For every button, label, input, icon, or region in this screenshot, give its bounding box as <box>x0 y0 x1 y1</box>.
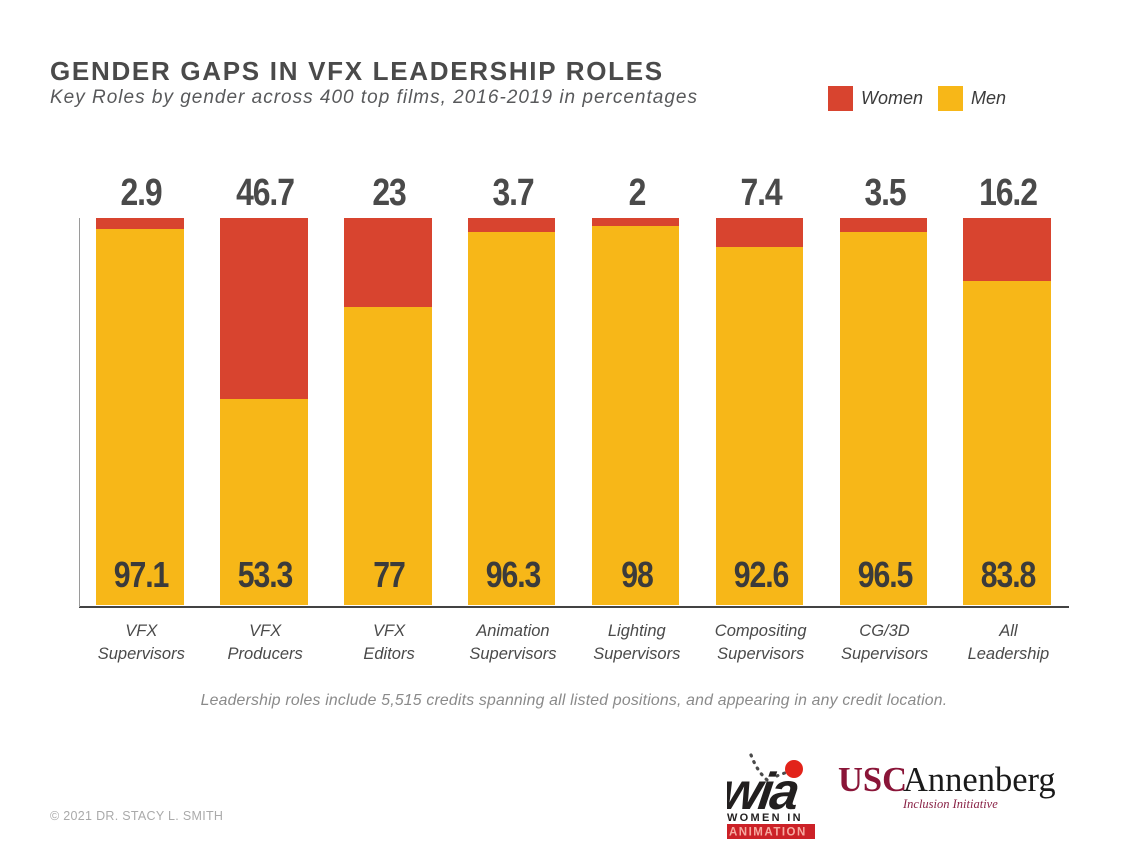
svg-text:USC: USC <box>838 761 907 799</box>
svg-text:Annenberg: Annenberg <box>903 761 1056 799</box>
svg-text:Inclusion Initiative: Inclusion Initiative <box>902 797 998 811</box>
svg-text:ANIMATION: ANIMATION <box>729 827 807 839</box>
svg-text:WOMEN IN: WOMEN IN <box>727 812 803 824</box>
